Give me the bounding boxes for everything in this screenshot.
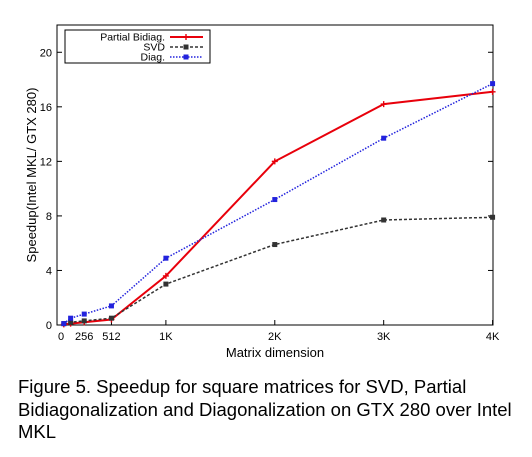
data-point (381, 217, 387, 223)
series-1 (60, 88, 496, 328)
data-point (489, 88, 496, 95)
data-point (162, 272, 169, 279)
data-point (183, 44, 189, 50)
x-axis-ticks: 0 256 512 1K 2K 3K 4K (58, 320, 500, 343)
x-tick-label: 2K (268, 331, 282, 343)
x-axis-label: Matrix dimension (226, 345, 324, 360)
data-point (61, 321, 67, 327)
data-point (68, 315, 74, 321)
y-tick-label: 16 (40, 102, 52, 114)
series-2 (61, 214, 496, 327)
series-line (63, 82, 493, 325)
legend-label: Partial Bidiag. (100, 32, 165, 44)
plot-frame (56, 24, 494, 326)
data-point (81, 318, 87, 324)
legend-label: Diag. (140, 52, 165, 64)
y-tick-label: 20 (40, 47, 52, 59)
data-point (183, 34, 189, 40)
data-point (183, 54, 189, 60)
y-axis-ticks: 0 4 8 12 16 20 (40, 47, 493, 332)
x-tick-label: 3K (377, 331, 391, 343)
legend-label: SVD (143, 42, 165, 54)
series-3 (61, 81, 496, 327)
y-tick-label: 8 (46, 211, 52, 223)
data-point (108, 303, 114, 309)
data-point (381, 135, 387, 141)
x-tick-label: 4K (486, 331, 500, 343)
y-tick-label: 4 (46, 265, 52, 277)
data-point (271, 158, 278, 165)
data-point (272, 197, 278, 203)
y-tick-label: 0 (46, 320, 52, 332)
x-tick-label: 512 (102, 331, 120, 343)
x-tick-label: 256 (75, 331, 93, 343)
series-line (63, 90, 493, 326)
x-tick-label: 1K (159, 331, 173, 343)
y-tick-label: 12 (40, 156, 52, 168)
data-point (272, 242, 278, 248)
data-point (163, 281, 169, 287)
data-point (490, 81, 496, 87)
series-line (63, 216, 493, 325)
series-layer (60, 81, 496, 328)
data-point (68, 319, 74, 325)
data-point (490, 214, 496, 220)
y-axis-label: Speedup(Intel MKL/ GTX 280) (24, 88, 39, 263)
data-point (163, 255, 169, 261)
x-tick-label: 0 (58, 331, 64, 343)
data-point (108, 315, 114, 321)
figure-caption: Figure 5. Speedup for square matrices fo… (18, 376, 512, 442)
speedup-chart: 0 4 8 12 16 20 0 256 512 1K 2K 3K 4K Matrix dimensi… (24, 24, 500, 360)
data-point (81, 311, 87, 317)
data-point (380, 101, 387, 108)
